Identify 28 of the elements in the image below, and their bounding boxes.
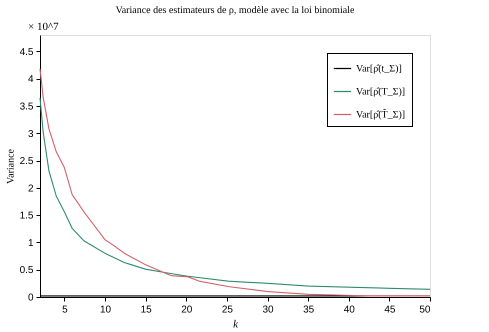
x-tick-label: 50: [419, 304, 431, 316]
legend-label: Var[ρ̂(t_Σ)]: [356, 64, 402, 74]
y-tick-label: 2.5: [20, 156, 34, 168]
x-tick-label: 40: [344, 304, 356, 316]
x-tick-label: 30: [262, 304, 274, 316]
x-axis-title: k: [233, 318, 240, 330]
y-tick-label: 1: [28, 238, 34, 249]
chart-title: Variance des estimateurs de ρ, modèle avec la loi binomiale: [116, 5, 355, 16]
legend-label: Var[ρ̂(T̃_Σ)]: [356, 108, 406, 120]
y-tick-label: 4: [28, 74, 34, 86]
y-tick-label: 1.5: [20, 210, 34, 222]
legend-label: Var[ρ̂(T_Σ)]: [356, 86, 406, 98]
y-tick-label: 3.5: [20, 101, 34, 112]
x-tick-label: 35: [303, 304, 315, 316]
y-axis-title: Variance: [6, 148, 17, 184]
x-tick-label: 15: [140, 304, 152, 316]
x-tick-label: 5: [62, 304, 68, 316]
x-tick-label: 20: [181, 304, 193, 316]
y-tick-label: 3: [28, 128, 34, 140]
x-tick-label: 10: [100, 304, 112, 316]
line-series: [39, 97, 431, 290]
y-tick-label: 4.5: [20, 46, 34, 58]
y-tick-label: 2: [28, 183, 34, 194]
y-tick-label: 0.5: [20, 265, 34, 276]
y-tick-label: 0: [28, 292, 34, 304]
x-tick-label: 25: [222, 304, 234, 316]
text: × 10^7: [28, 21, 60, 33]
x-tick-label: 45: [384, 304, 396, 316]
